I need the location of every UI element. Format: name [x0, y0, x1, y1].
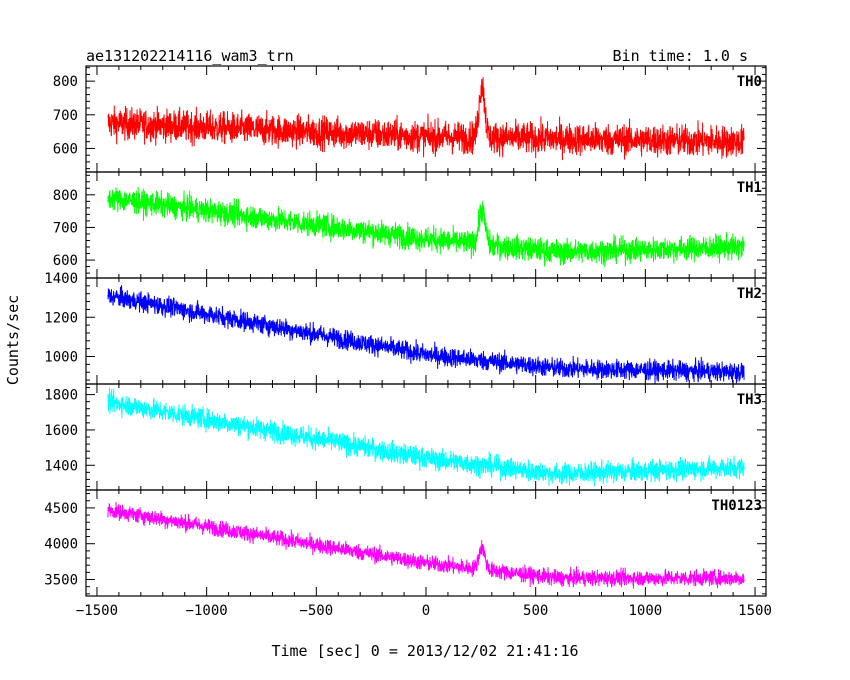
panel-th0123: 3500 4000 4500 TH0123: [44, 489, 767, 597]
y-tick-label: 600: [53, 141, 78, 157]
panel-th0: 600 700 800 TH0: [53, 65, 767, 173]
panel-th2: 1000 1200 1400 TH2: [44, 271, 767, 385]
y-tick-label: 800: [53, 74, 78, 90]
series-th0123: [107, 501, 745, 589]
panel-label: TH0123: [711, 498, 762, 514]
series-th2: [107, 285, 745, 384]
y-tick-label: 800: [53, 188, 78, 204]
x-tick-label: 0: [422, 603, 430, 619]
panel-label: TH3: [737, 392, 762, 408]
bin-time-label: Bin time: 1.0 s: [613, 47, 748, 65]
y-tick-label: 1800: [44, 388, 78, 404]
series-th3: [107, 387, 745, 487]
y-axis-label: Counts/sec: [4, 295, 22, 385]
panel-th3: 1400 1600 1800 TH3: [44, 383, 767, 491]
y-tick-label: 4500: [44, 501, 78, 517]
y-tick-label: 1000: [44, 350, 78, 366]
panel-frame: [85, 383, 767, 491]
x-tick-label: 1000: [628, 603, 662, 619]
x-tick-label: −1500: [76, 603, 118, 619]
series-th1: [107, 186, 745, 267]
y-tick-label: 1400: [44, 458, 78, 474]
x-axis-label: Time [sec] 0 = 2013/12/02 21:41:16: [271, 642, 578, 660]
y-tick-label: 1600: [44, 423, 78, 439]
y-tick-label: 700: [53, 108, 78, 124]
x-tick-label: 500: [523, 603, 548, 619]
x-tick-label: 1500: [738, 603, 772, 619]
y-tick-label: 1200: [44, 310, 78, 326]
panel-label: TH1: [737, 180, 762, 196]
y-tick-label: 1400: [44, 271, 78, 287]
x-tick-label: −500: [299, 603, 333, 619]
series-th0: [107, 77, 745, 161]
panel-th1: 600 700 800 TH1: [53, 171, 767, 279]
y-tick-label: 3500: [44, 573, 78, 589]
panel-label: TH2: [737, 286, 762, 302]
x-tick-label: −1000: [186, 603, 228, 619]
y-tick-label: 700: [53, 220, 78, 236]
panel-label: TH0: [737, 74, 762, 90]
chart-title: ae131202214116_wam3_trn: [86, 47, 294, 65]
y-tick-label: 600: [53, 253, 78, 269]
y-tick-label: 4000: [44, 537, 78, 553]
panel-frame: [85, 171, 767, 279]
